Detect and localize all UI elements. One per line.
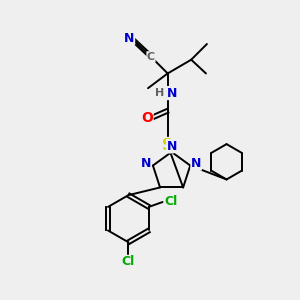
Text: C: C	[147, 52, 155, 62]
Text: N: N	[167, 140, 177, 153]
Text: Cl: Cl	[165, 194, 178, 208]
Text: H: H	[155, 88, 164, 98]
Text: N: N	[141, 157, 151, 170]
Text: N: N	[191, 157, 201, 170]
Text: O: O	[141, 111, 153, 124]
Text: S: S	[162, 138, 173, 153]
Text: Cl: Cl	[122, 255, 135, 268]
Text: N: N	[124, 32, 135, 45]
Text: N: N	[167, 87, 177, 100]
